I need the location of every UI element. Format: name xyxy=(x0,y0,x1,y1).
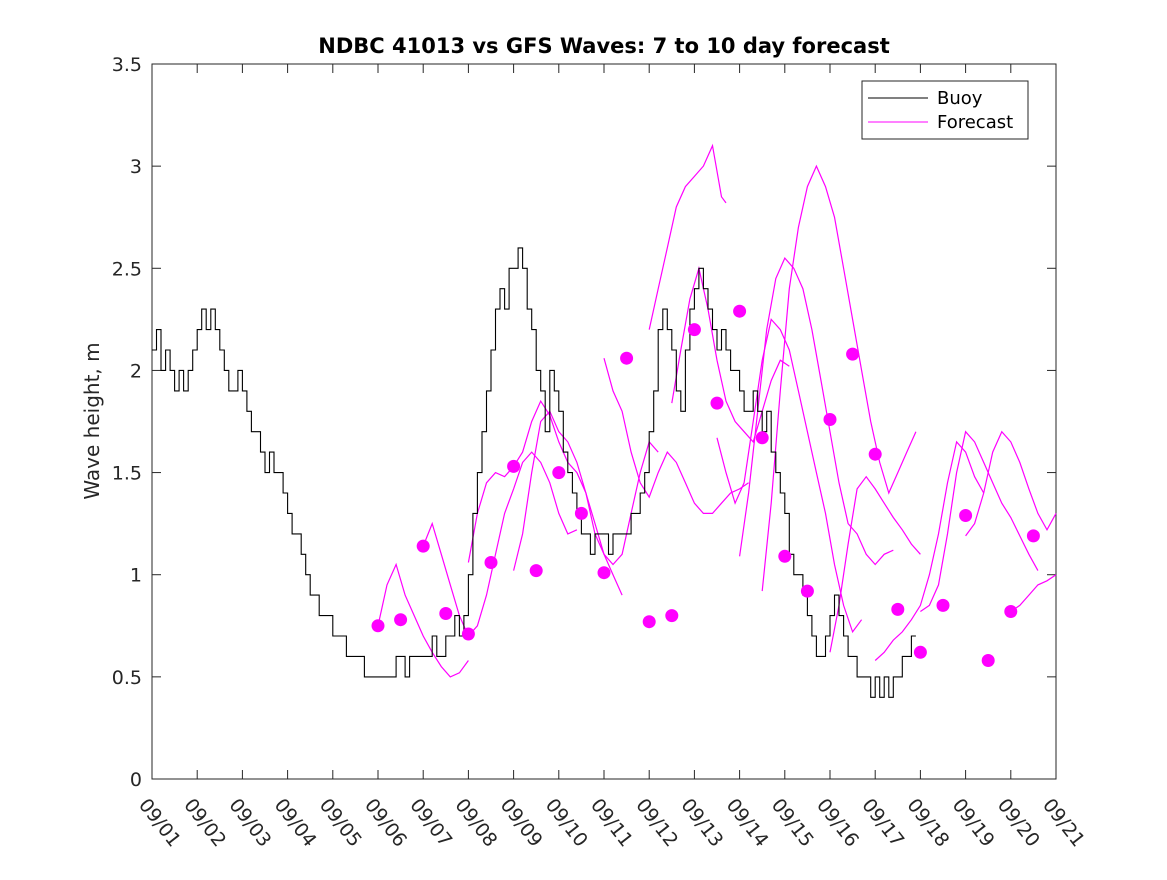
forecast-marker xyxy=(1004,605,1018,618)
forecast-series-group xyxy=(377,143,1057,678)
x-tick-label: 09/08 xyxy=(450,795,501,852)
forecast-marker xyxy=(959,509,973,522)
plot-frame xyxy=(151,63,1057,780)
x-tick-label: 09/07 xyxy=(405,795,456,852)
x-tick-label: 09/03 xyxy=(224,795,275,852)
x-tick-label: 09/11 xyxy=(586,795,637,852)
forecast-series-line xyxy=(513,410,659,571)
buoy-series-line xyxy=(152,247,916,698)
x-tick-label: 09/20 xyxy=(993,795,1044,852)
y-tick-label: 0 xyxy=(130,769,142,791)
forecast-marker xyxy=(710,396,724,410)
forecast-marker xyxy=(484,556,498,569)
forecast-marker xyxy=(665,609,679,623)
forecast-marker xyxy=(1026,529,1040,543)
y-tick-label: 2 xyxy=(130,360,142,382)
x-tick-label: 09/19 xyxy=(948,795,999,852)
x-tick-label: 09/15 xyxy=(767,795,818,852)
forecast-marker xyxy=(733,304,747,318)
forecast-marker xyxy=(823,413,837,426)
legend: Buoy Forecast xyxy=(861,80,1029,140)
forecast-marker xyxy=(416,539,430,553)
x-tick-label: 09/06 xyxy=(360,795,411,852)
x-tick-label: 09/05 xyxy=(315,795,366,852)
forecast-series-line xyxy=(761,164,917,592)
forecast-marker xyxy=(552,466,566,480)
plot-area-border xyxy=(151,63,1057,780)
forecast-marker xyxy=(913,645,927,659)
x-tick-label: 09/04 xyxy=(270,795,321,852)
x-tick-label: 09/16 xyxy=(812,795,863,852)
forecast-marker xyxy=(687,323,701,337)
forecast-series-line xyxy=(920,430,1039,612)
forecast-series-line xyxy=(739,256,894,566)
forecast-marker xyxy=(461,627,475,641)
y-tick-label: 2.5 xyxy=(112,258,142,280)
forecast-marker xyxy=(868,447,882,461)
forecast-marker xyxy=(846,347,860,361)
forecast-series-line xyxy=(829,475,921,653)
forecast-series-line xyxy=(603,358,749,515)
forecast-marker xyxy=(936,598,950,612)
forecast-marker xyxy=(755,431,769,445)
x-tick-label: 09/12 xyxy=(631,795,682,852)
forecast-marker xyxy=(371,619,385,633)
x-axis: 09/0109/0209/0309/0409/0509/0609/0709/08… xyxy=(134,64,1089,851)
x-tick-label: 09/21 xyxy=(1038,795,1089,852)
forecast-marker xyxy=(439,607,453,620)
buoy-series-group xyxy=(152,247,916,698)
chart-title: NDBC 41013 vs GFS Waves: 7 to 10 day for… xyxy=(318,34,889,58)
x-tick-label: 09/18 xyxy=(902,795,953,852)
forecast-marker xyxy=(778,549,792,563)
legend-label-forecast: Forecast xyxy=(937,112,1013,133)
forecast-series-line xyxy=(874,440,985,661)
x-tick-label: 09/09 xyxy=(496,795,547,852)
forecast-marker xyxy=(574,506,588,520)
y-tick-label: 0.5 xyxy=(112,667,142,689)
y-tick-label: 3.5 xyxy=(112,54,142,76)
x-tick-label: 09/10 xyxy=(541,795,592,852)
x-tick-label: 09/14 xyxy=(722,795,773,852)
x-tick-label: 09/13 xyxy=(676,795,727,852)
forecast-marker xyxy=(597,566,611,580)
forecast-marker xyxy=(981,654,995,667)
forecast-series-line xyxy=(1010,574,1057,612)
x-tick-label: 09/17 xyxy=(857,795,908,852)
forecast-series-line xyxy=(377,562,469,678)
y-tick-label: 1.5 xyxy=(112,463,142,485)
y-tick-label: 1 xyxy=(130,565,142,587)
forecast-series-line xyxy=(422,451,578,638)
forecast-series-line xyxy=(671,265,790,444)
forecast-series-line xyxy=(965,430,1057,537)
forecast-marker xyxy=(394,613,408,627)
x-tick-label: 09/01 xyxy=(134,795,185,852)
y-axis-label: Wave height, m xyxy=(80,342,104,499)
legend-label-buoy: Buoy xyxy=(937,88,983,109)
forecast-marker xyxy=(891,602,905,616)
forecast-marker xyxy=(642,615,656,629)
forecast-marker xyxy=(620,351,634,365)
y-axis: 0 0.5 1 1.5 2 2.5 3 3.5 xyxy=(112,54,1056,791)
forecast-marker xyxy=(800,584,814,598)
y-tick-label: 3 xyxy=(130,156,142,178)
forecast-series-line xyxy=(648,143,727,330)
forecast-series-line xyxy=(716,318,863,634)
x-tick-label: 09/02 xyxy=(179,795,230,852)
legend-box xyxy=(861,80,1029,140)
forecast-marker xyxy=(529,564,543,578)
forecast-marker xyxy=(507,459,521,473)
forecast-markers-group xyxy=(371,304,1040,667)
